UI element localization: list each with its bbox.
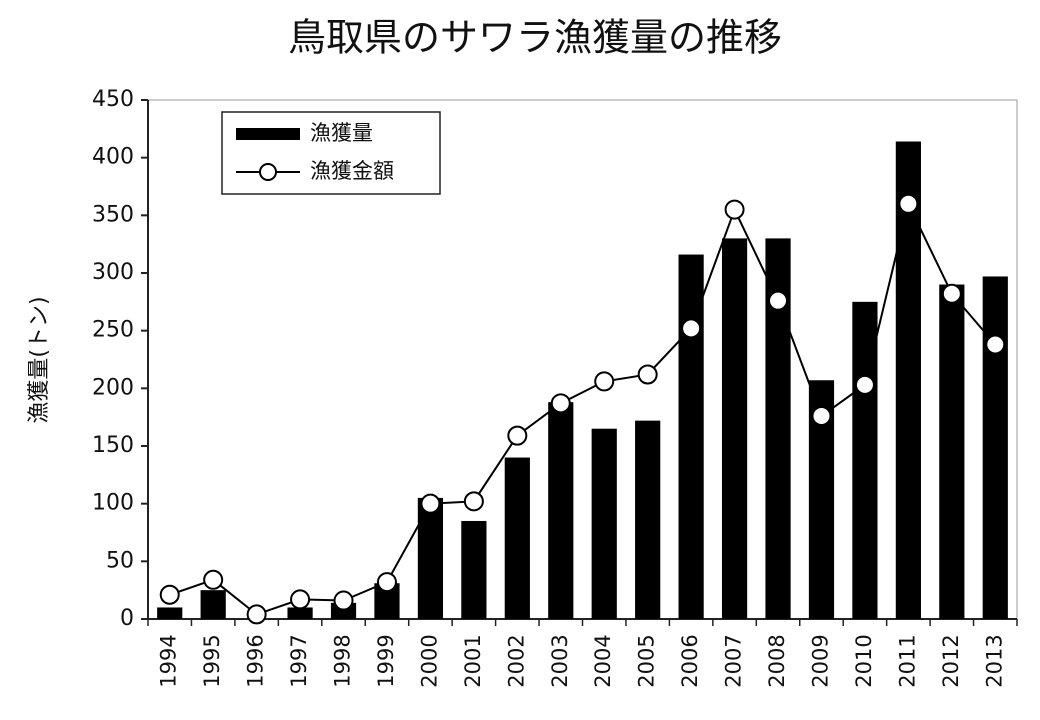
x-tick-label: 2007 bbox=[722, 634, 746, 687]
line-marker bbox=[463, 491, 484, 512]
line-marker bbox=[246, 604, 267, 625]
x-tick-label: 2000 bbox=[417, 634, 441, 687]
line-marker bbox=[811, 406, 832, 427]
line-marker bbox=[637, 364, 658, 385]
bar bbox=[548, 402, 574, 619]
line-marker bbox=[290, 589, 311, 610]
bar bbox=[461, 520, 487, 619]
x-tick-label: 2011 bbox=[895, 634, 919, 687]
y-tick-label: 0 bbox=[120, 606, 134, 631]
line-marker bbox=[507, 425, 528, 446]
bar bbox=[591, 428, 617, 619]
bar bbox=[417, 497, 444, 619]
x-tick-label: 2013 bbox=[982, 634, 1006, 687]
bar bbox=[635, 420, 661, 619]
x-tick-label: 2005 bbox=[635, 634, 659, 687]
y-tick-label: 400 bbox=[92, 145, 134, 170]
line-marker bbox=[681, 318, 702, 339]
x-tick-label: 1998 bbox=[331, 634, 355, 687]
bar bbox=[200, 590, 226, 619]
line-marker bbox=[724, 199, 745, 220]
y-tick-label: 350 bbox=[92, 202, 134, 227]
x-tick-label: 1997 bbox=[287, 634, 311, 687]
legend-label: 漁獲金額 bbox=[310, 159, 394, 183]
line-marker bbox=[594, 371, 615, 392]
legend-box bbox=[221, 111, 441, 195]
legend-label: 漁獲量 bbox=[310, 121, 373, 145]
legend-swatch bbox=[236, 128, 300, 140]
y-tick-label: 450 bbox=[92, 87, 134, 112]
x-tick-label: 1994 bbox=[157, 634, 181, 687]
y-tick-label: 200 bbox=[92, 375, 134, 400]
bar bbox=[939, 284, 965, 619]
x-tick-label: 2012 bbox=[939, 634, 963, 687]
line-marker bbox=[203, 569, 224, 590]
y-tick-label: 100 bbox=[92, 491, 134, 516]
bar bbox=[157, 607, 183, 619]
line-marker bbox=[159, 584, 180, 605]
x-tick-label: 1996 bbox=[244, 634, 268, 687]
y-tick-label: 50 bbox=[106, 548, 134, 573]
legend-swatch bbox=[259, 163, 277, 181]
x-tick-label: 2008 bbox=[765, 634, 789, 687]
bar bbox=[504, 457, 530, 619]
line-marker bbox=[854, 374, 875, 395]
line-marker bbox=[376, 572, 397, 593]
line-marker bbox=[941, 283, 962, 304]
y-tick-label: 250 bbox=[92, 318, 134, 343]
line-marker bbox=[420, 493, 441, 514]
x-tick-label: 2004 bbox=[591, 634, 615, 687]
line-marker bbox=[550, 393, 571, 414]
x-tick-label: 2002 bbox=[504, 634, 528, 687]
bar bbox=[721, 238, 748, 619]
x-tick-label: 1999 bbox=[374, 634, 398, 687]
bar bbox=[678, 254, 704, 619]
x-tick-label: 2003 bbox=[548, 634, 572, 687]
bar bbox=[982, 276, 1008, 619]
bar bbox=[287, 607, 313, 619]
x-tick-label: 2009 bbox=[808, 634, 832, 687]
x-tick-label: 2001 bbox=[461, 634, 485, 687]
line-marker bbox=[333, 590, 354, 611]
x-tick-label: 2010 bbox=[852, 634, 876, 687]
line-marker bbox=[768, 290, 789, 311]
line-marker bbox=[898, 193, 919, 214]
y-tick-label: 150 bbox=[92, 433, 134, 458]
y-axis-label: 漁獲量(トン) bbox=[27, 296, 52, 423]
y-tick-label: 300 bbox=[92, 260, 134, 285]
chart-title: 鳥取県のサワラ漁獲量の推移 bbox=[288, 16, 782, 60]
bar bbox=[852, 301, 878, 619]
x-tick-label: 2006 bbox=[678, 634, 702, 687]
line-marker bbox=[985, 334, 1006, 355]
x-tick-label: 1995 bbox=[200, 634, 224, 687]
